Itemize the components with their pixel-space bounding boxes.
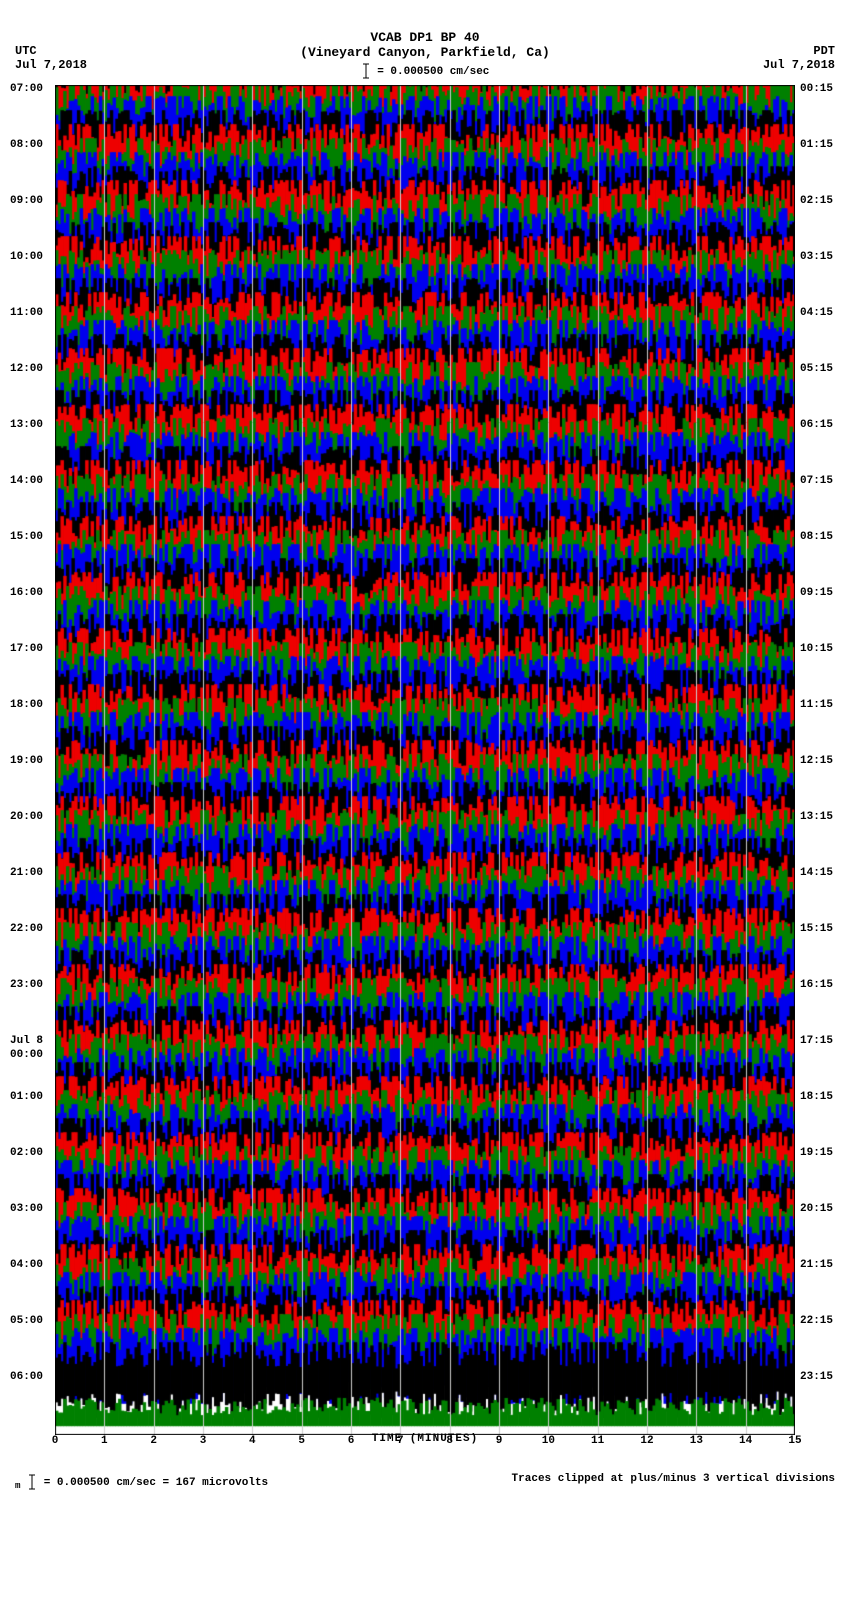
time-label: 11:15 xyxy=(800,699,833,711)
time-label: 17:15 xyxy=(800,1035,833,1047)
time-label: 22:15 xyxy=(800,1315,833,1327)
time-label: 12:15 xyxy=(800,755,833,767)
time-label: 04:15 xyxy=(800,307,833,319)
time-label: 02:15 xyxy=(800,195,833,207)
time-label: 18:00 xyxy=(10,699,43,711)
time-label: 08:15 xyxy=(800,531,833,543)
station-title: VCAB DP1 BP 40 xyxy=(0,30,850,45)
footer-left-text: = 0.000500 cm/sec = 167 microvolts xyxy=(44,1477,268,1489)
time-label: 01:00 xyxy=(10,1091,43,1103)
time-label: 07:00 xyxy=(10,83,43,95)
time-label: 23:15 xyxy=(800,1371,833,1383)
time-label: 09:00 xyxy=(10,195,43,207)
time-label: 06:15 xyxy=(800,419,833,431)
seismogram-container: UTC Jul 7,2018 VCAB DP1 BP 40 (Vineyard … xyxy=(0,0,850,1491)
time-label: 13:15 xyxy=(800,811,833,823)
plot-area: 07:0008:0009:0010:0011:0012:0013:0014:00… xyxy=(55,85,795,1435)
time-label: 08:00 xyxy=(10,139,43,151)
time-label: 07:15 xyxy=(800,475,833,487)
right-date-label: Jul 7,2018 xyxy=(763,58,835,72)
time-label: Jul 8 xyxy=(10,1035,43,1047)
scale-bar-icon xyxy=(361,62,371,80)
time-label: 22:00 xyxy=(10,923,43,935)
time-label: 15:15 xyxy=(800,923,833,935)
time-label: 13:00 xyxy=(10,419,43,431)
time-label: 01:15 xyxy=(800,139,833,151)
location-title: (Vineyard Canyon, Parkfield, Ca) xyxy=(0,45,850,60)
time-label: 05:15 xyxy=(800,363,833,375)
scale-bar-icon xyxy=(27,1473,37,1491)
header-right: PDT Jul 7,2018 xyxy=(763,44,835,72)
scale-indicator: = 0.000500 cm/sec xyxy=(0,62,850,80)
footer-scale: m = 0.000500 cm/sec = 167 microvolts xyxy=(15,1473,268,1491)
time-label: 20:00 xyxy=(10,811,43,823)
time-label: 10:00 xyxy=(10,251,43,263)
time-label: 14:15 xyxy=(800,867,833,879)
scale-text: = 0.000500 cm/sec xyxy=(377,66,489,78)
time-label: 18:15 xyxy=(800,1091,833,1103)
footer-clip-note: Traces clipped at plus/minus 3 vertical … xyxy=(512,1473,835,1485)
time-label: 04:00 xyxy=(10,1259,43,1271)
time-label: 21:00 xyxy=(10,867,43,879)
header-center: VCAB DP1 BP 40 (Vineyard Canyon, Parkfie… xyxy=(0,30,850,80)
time-label: 19:00 xyxy=(10,755,43,767)
time-label: 17:00 xyxy=(10,643,43,655)
time-label: 03:00 xyxy=(10,1203,43,1215)
time-label: 10:15 xyxy=(800,643,833,655)
footer: m = 0.000500 cm/sec = 167 microvolts Tra… xyxy=(15,1473,835,1491)
time-label: 16:15 xyxy=(800,979,833,991)
time-label: 05:00 xyxy=(10,1315,43,1327)
right-tz-label: PDT xyxy=(763,44,835,58)
time-label: 03:15 xyxy=(800,251,833,263)
time-label: 21:15 xyxy=(800,1259,833,1271)
time-label: 15:00 xyxy=(10,531,43,543)
time-label: 16:00 xyxy=(10,587,43,599)
time-label: 20:15 xyxy=(800,1203,833,1215)
time-label: 09:15 xyxy=(800,587,833,599)
time-label: 00:15 xyxy=(800,83,833,95)
time-label: 06:00 xyxy=(10,1371,43,1383)
time-label: 19:15 xyxy=(800,1147,833,1159)
x-axis-title: TIME (MINUTES) xyxy=(0,1433,850,1445)
time-label: 00:00 xyxy=(10,1049,43,1061)
seismogram-canvas xyxy=(55,85,795,1435)
time-label: 11:00 xyxy=(10,307,43,319)
time-label: 14:00 xyxy=(10,475,43,487)
time-label: 02:00 xyxy=(10,1147,43,1159)
time-label: 23:00 xyxy=(10,979,43,991)
time-label: 12:00 xyxy=(10,363,43,375)
